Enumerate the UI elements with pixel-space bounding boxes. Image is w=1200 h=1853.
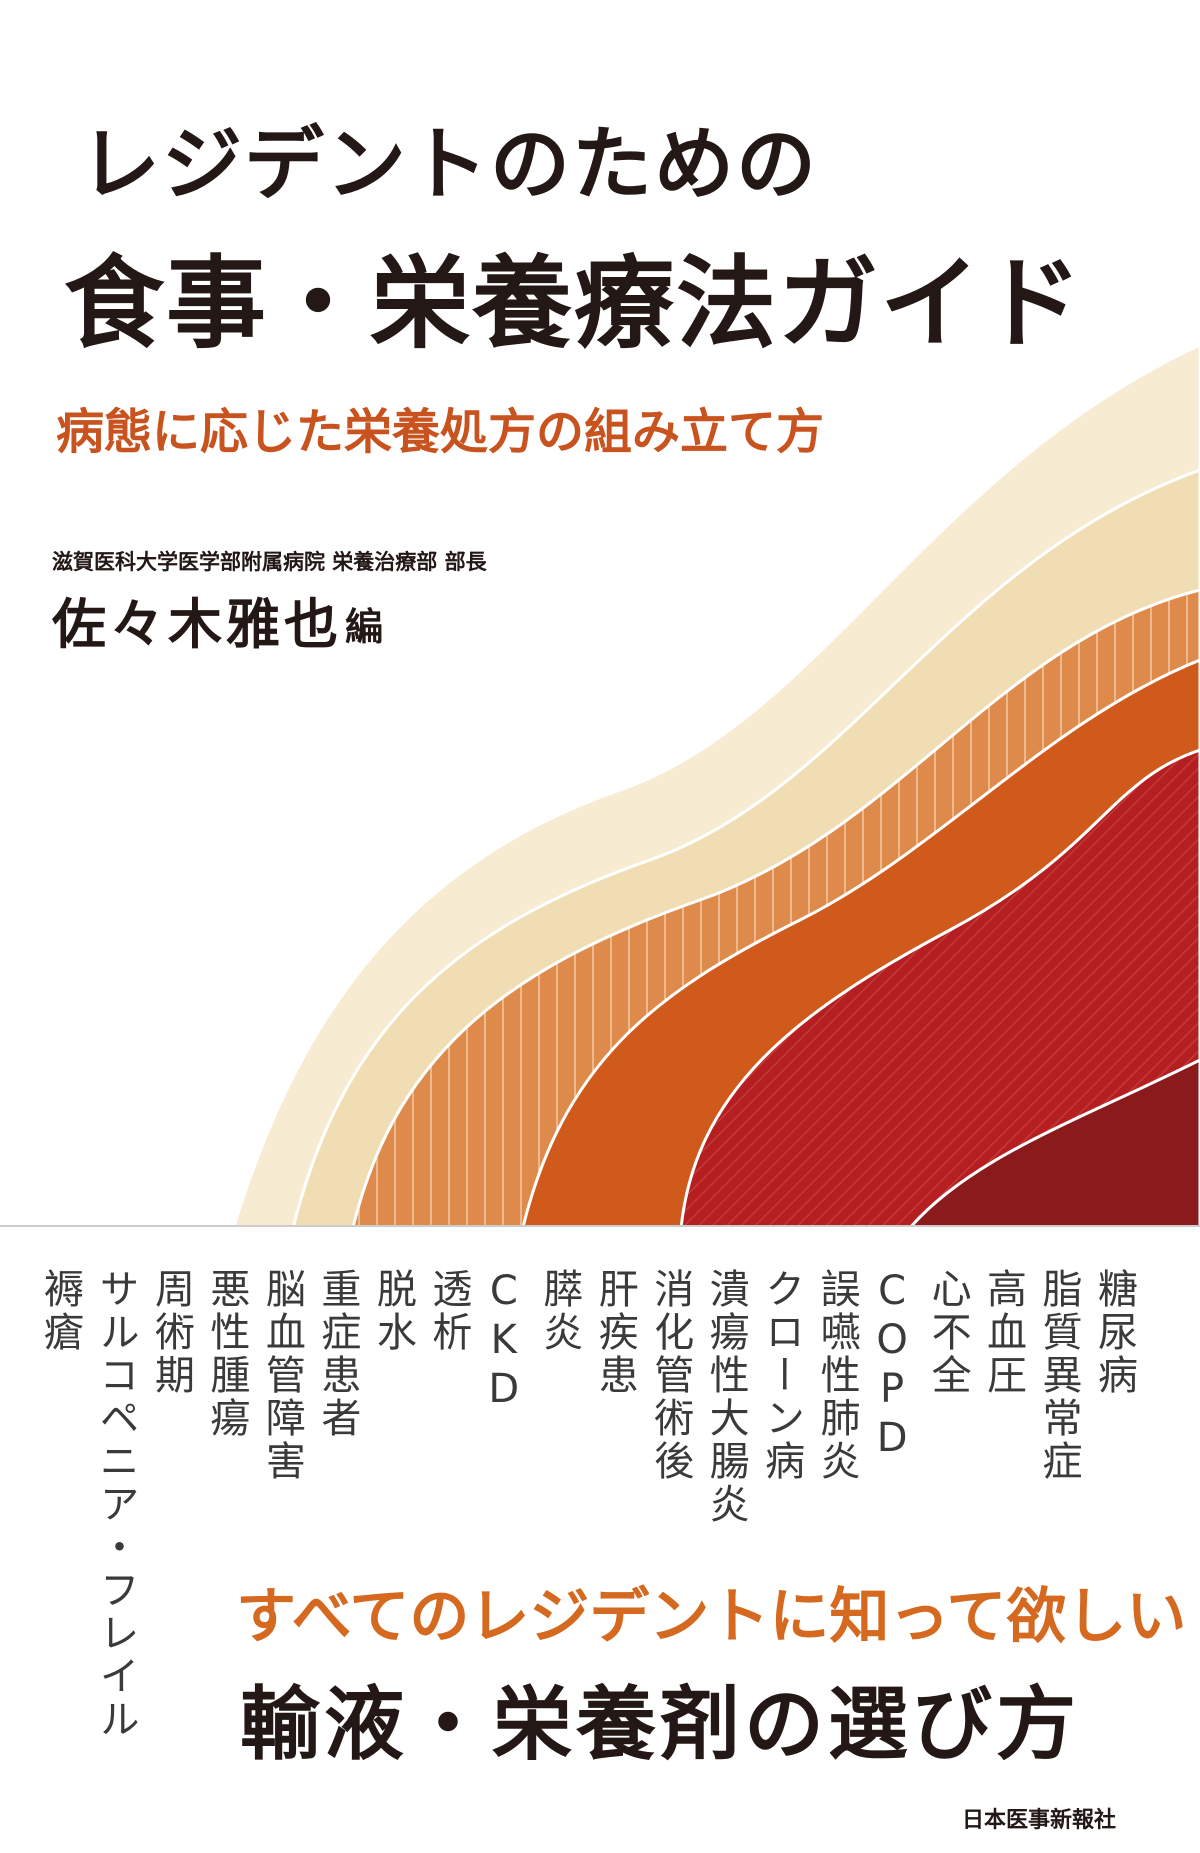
topic: 潰瘍性大腸炎 bbox=[702, 1268, 749, 1526]
topic: 高血圧 bbox=[980, 1268, 1027, 1397]
topic: 透析 bbox=[425, 1268, 472, 1354]
topic: COPD bbox=[869, 1268, 916, 1464]
affiliation: 滋賀医科大学医学部附属病院 栄養治療部 部長 bbox=[52, 550, 487, 574]
topic: 肝疾患 bbox=[591, 1268, 638, 1397]
publisher: 日本医事新報社 bbox=[962, 1808, 1117, 1833]
topic: 脳血管障害 bbox=[258, 1268, 305, 1483]
topic: 誤嚥性肺炎 bbox=[813, 1268, 860, 1483]
topic: 脱水 bbox=[369, 1268, 416, 1354]
topic: 心不全 bbox=[924, 1268, 971, 1397]
tagline: 輸液・栄養剤の選び方 bbox=[240, 1678, 1080, 1771]
subtitle: 病態に応じた栄養処方の組み立て方 bbox=[56, 404, 825, 460]
topic: 膵炎 bbox=[536, 1268, 583, 1354]
topic: 悪性腫瘍 bbox=[203, 1268, 250, 1440]
author-role: 編 bbox=[345, 605, 384, 649]
topic: 褥瘡 bbox=[37, 1268, 83, 1354]
title: 食事・栄養療法ガイド bbox=[64, 245, 1084, 362]
topic: 消化管術後 bbox=[647, 1268, 694, 1483]
title: レジデントのための bbox=[80, 118, 818, 211]
topic: 脂質異常症 bbox=[1035, 1268, 1082, 1483]
topic: CKD bbox=[480, 1268, 527, 1415]
tagline: すべてのレジデントに知って欲しい bbox=[236, 1582, 1187, 1652]
topic: クローン病 bbox=[758, 1268, 805, 1483]
topic: 周術期 bbox=[147, 1268, 194, 1397]
author: 佐々木雅也 bbox=[52, 593, 342, 656]
topic: 糖尿病 bbox=[1091, 1268, 1137, 1397]
topic: サルコペニア・フレイル bbox=[92, 1268, 139, 1741]
topic: 重症患者 bbox=[314, 1268, 361, 1440]
